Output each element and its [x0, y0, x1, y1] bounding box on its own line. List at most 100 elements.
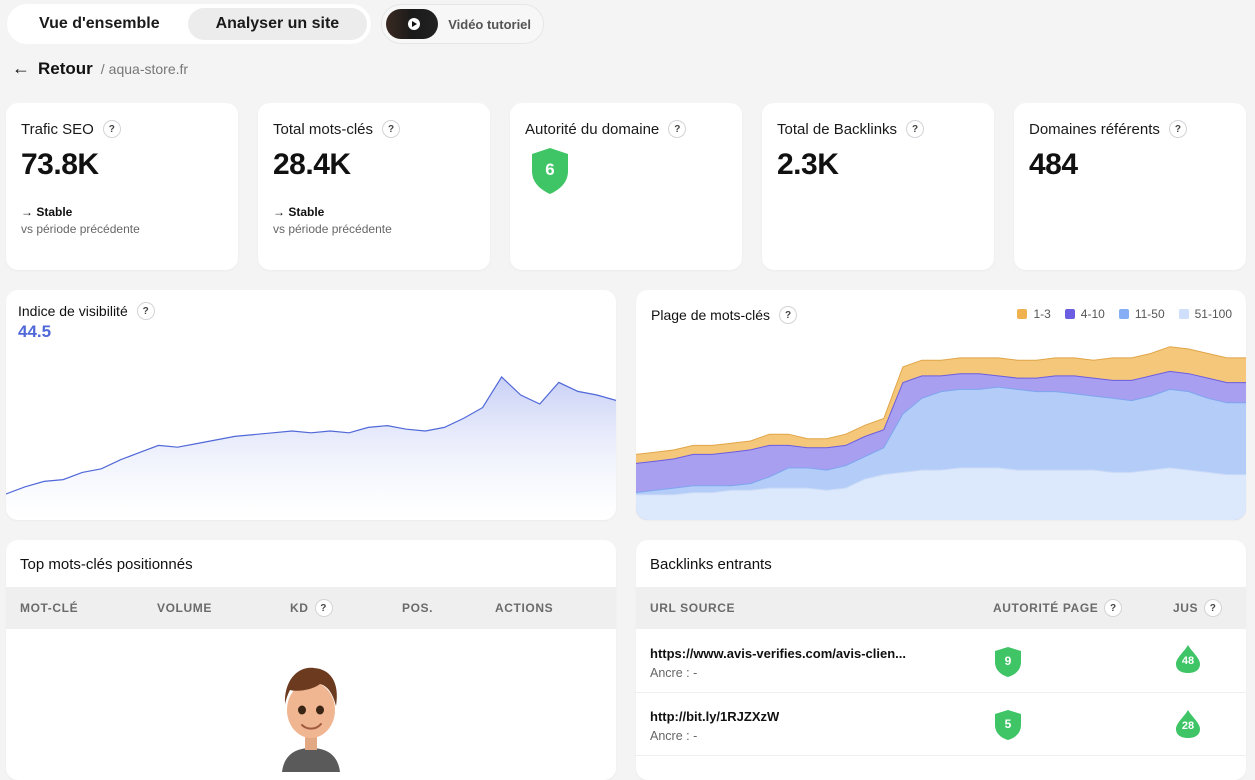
table-header: URL SOURCE AUTORITÉ PAGE? JUS?: [636, 587, 1246, 629]
column-header-position[interactable]: POS.: [402, 601, 434, 615]
legend-label: 4-10: [1080, 307, 1105, 321]
juice-value: 48: [1181, 655, 1195, 667]
keyword-range-panel: Plage de mots-clés? 1-3 4-10 11-50 51-10…: [636, 290, 1246, 520]
legend-swatch: [1064, 309, 1075, 319]
chart-legend: 1-3 4-10 11-50 51-100: [1017, 307, 1232, 321]
kpi-subtext: vs période précédente: [21, 222, 140, 236]
authority-value: 6: [545, 160, 555, 179]
visibility-chart: [6, 376, 616, 520]
kpi-title: Total de Backlinks: [777, 120, 898, 138]
visibility-area: [6, 377, 616, 520]
series-line-51-100: [636, 467, 1246, 496]
kpi-title: Autorité du domaine: [525, 120, 660, 138]
keyword-range-chart: [636, 346, 1246, 520]
backlink-url[interactable]: http://bit.ly/1RJZXzW: [650, 709, 780, 724]
legend-item[interactable]: 1-3: [1017, 307, 1051, 321]
visibility-line: [6, 376, 616, 495]
series-area-51-100: [636, 467, 1246, 520]
kpi-card-traffic: Trafic SEO? 73.8K → Stable vs période pr…: [6, 103, 238, 270]
column-header-kd[interactable]: KD?: [290, 599, 333, 617]
column-header-page-authority-label: AUTORITÉ PAGE: [993, 601, 1099, 615]
column-header-actions: ACTIONS: [495, 601, 554, 615]
backlink-anchor: Ancre : -: [650, 729, 698, 743]
series-line-11-50: [636, 386, 1246, 494]
kpi-value: 73.8K: [21, 148, 99, 181]
backlinks-panel: Backlinks entrants URL SOURCE AUTORITÉ P…: [636, 540, 1246, 780]
video-thumbnail: [386, 9, 439, 39]
kpi-subtext: vs période précédente: [273, 222, 392, 236]
tab-overview[interactable]: Vue d'ensemble: [39, 15, 160, 32]
juice-drop-icon: 28: [1175, 709, 1201, 739]
top-bar: Vue d'ensemble Analyser un site Vidéo tu…: [7, 4, 545, 44]
mascot-avatar: [282, 667, 340, 772]
kpi-card-referring-domains: Domaines référents? 484: [1014, 103, 1246, 270]
legend-item[interactable]: 11-50: [1118, 307, 1165, 321]
backlink-url[interactable]: https://www.avis-verifies.com/avis-clien…: [650, 646, 906, 661]
visibility-panel: Indice de visibilité? 44.5: [6, 290, 616, 520]
kpi-value: 484: [1029, 148, 1078, 181]
back-link[interactable]: Retour: [38, 58, 93, 78]
kpi-card-authority: Autorité du domaine? 6: [510, 103, 742, 270]
kpi-title: Trafic SEO: [21, 120, 94, 138]
page-authority-value: 5: [1004, 717, 1012, 731]
breadcrumb-separator: /: [100, 60, 105, 77]
top-keywords-panel: Top mots-clés positionnés MOT-CLÉ VOLUME…: [6, 540, 616, 780]
page-authority-value: 9: [1004, 654, 1012, 668]
kpi-trend: → Stable: [273, 205, 325, 219]
help-icon[interactable]: ?: [668, 120, 687, 138]
kpi-value: 2.3K: [777, 148, 839, 181]
legend-label: 51-100: [1194, 307, 1232, 321]
kpi-card-backlinks: Total de Backlinks? 2.3K: [762, 103, 994, 270]
legend-label: 1-3: [1033, 307, 1051, 321]
legend-swatch: [1118, 309, 1129, 319]
help-icon[interactable]: ?: [779, 306, 798, 324]
help-icon[interactable]: ?: [382, 120, 401, 138]
help-icon[interactable]: ?: [1204, 599, 1223, 617]
backlink-anchor: Ancre : -: [650, 666, 698, 680]
column-header-volume[interactable]: VOLUME: [157, 601, 212, 615]
tab-analyze-site[interactable]: Analyser un site: [187, 8, 368, 40]
column-header-juice[interactable]: JUS?: [1173, 599, 1223, 617]
column-header-source-url[interactable]: URL SOURCE: [650, 601, 736, 615]
authority-shield-icon: 6: [530, 147, 570, 195]
juice-drop-icon: 48: [1175, 644, 1201, 674]
help-icon[interactable]: ?: [102, 120, 121, 138]
arrow-left-icon[interactable]: ←: [12, 58, 30, 78]
legend-swatch: [1178, 309, 1189, 319]
kpi-trend: → Stable: [21, 205, 73, 219]
breadcrumb-site: aqua-store.fr: [108, 60, 189, 77]
visibility-value: 44.5: [18, 322, 52, 341]
legend-item[interactable]: 4-10: [1064, 307, 1105, 321]
view-switch: Vue d'ensemble Analyser un site: [7, 4, 372, 44]
legend-swatch: [1017, 309, 1028, 319]
panel-title: Plage de mots-clés: [651, 307, 771, 323]
series-line-4-10: [636, 370, 1246, 464]
play-icon: [408, 18, 421, 30]
help-icon[interactable]: ?: [906, 120, 925, 138]
kpi-title: Total mots-clés: [273, 120, 374, 138]
kpi-value: 28.4K: [273, 148, 351, 181]
authority-shield-icon: 5: [994, 709, 1022, 741]
panel-title: Backlinks entrants: [650, 556, 772, 573]
video-tutorial-button[interactable]: Vidéo tutoriel: [381, 4, 545, 44]
video-tutorial-label: Vidéo tutoriel: [448, 16, 532, 32]
help-icon[interactable]: ?: [314, 599, 333, 617]
table-row[interactable]: http://bit.ly/1RJZXzW Ancre : - 5 28: [636, 693, 1246, 756]
kpi-title: Domaines référents: [1029, 120, 1160, 138]
column-header-page-authority[interactable]: AUTORITÉ PAGE?: [993, 599, 1123, 617]
column-header-keyword[interactable]: MOT-CLÉ: [20, 601, 79, 615]
kpi-card-keywords: Total mots-clés? 28.4K → Stable vs pério…: [258, 103, 490, 270]
column-header-juice-label: JUS: [1173, 601, 1199, 615]
legend-item[interactable]: 51-100: [1178, 307, 1232, 321]
juice-value: 28: [1181, 720, 1195, 732]
table-header: MOT-CLÉ VOLUME KD? POS. ACTIONS: [6, 587, 616, 629]
series-line-1-3: [636, 346, 1246, 455]
panel-title: Top mots-clés positionnés: [20, 556, 193, 573]
breadcrumb: ← Retour / aqua-store.fr: [12, 58, 188, 79]
column-header-kd-label: KD: [290, 601, 309, 615]
legend-label: 11-50: [1134, 307, 1165, 321]
help-icon[interactable]: ?: [136, 302, 155, 320]
help-icon[interactable]: ?: [1168, 120, 1187, 138]
table-row[interactable]: https://www.avis-verifies.com/avis-clien…: [636, 630, 1246, 693]
help-icon[interactable]: ?: [1104, 599, 1123, 617]
